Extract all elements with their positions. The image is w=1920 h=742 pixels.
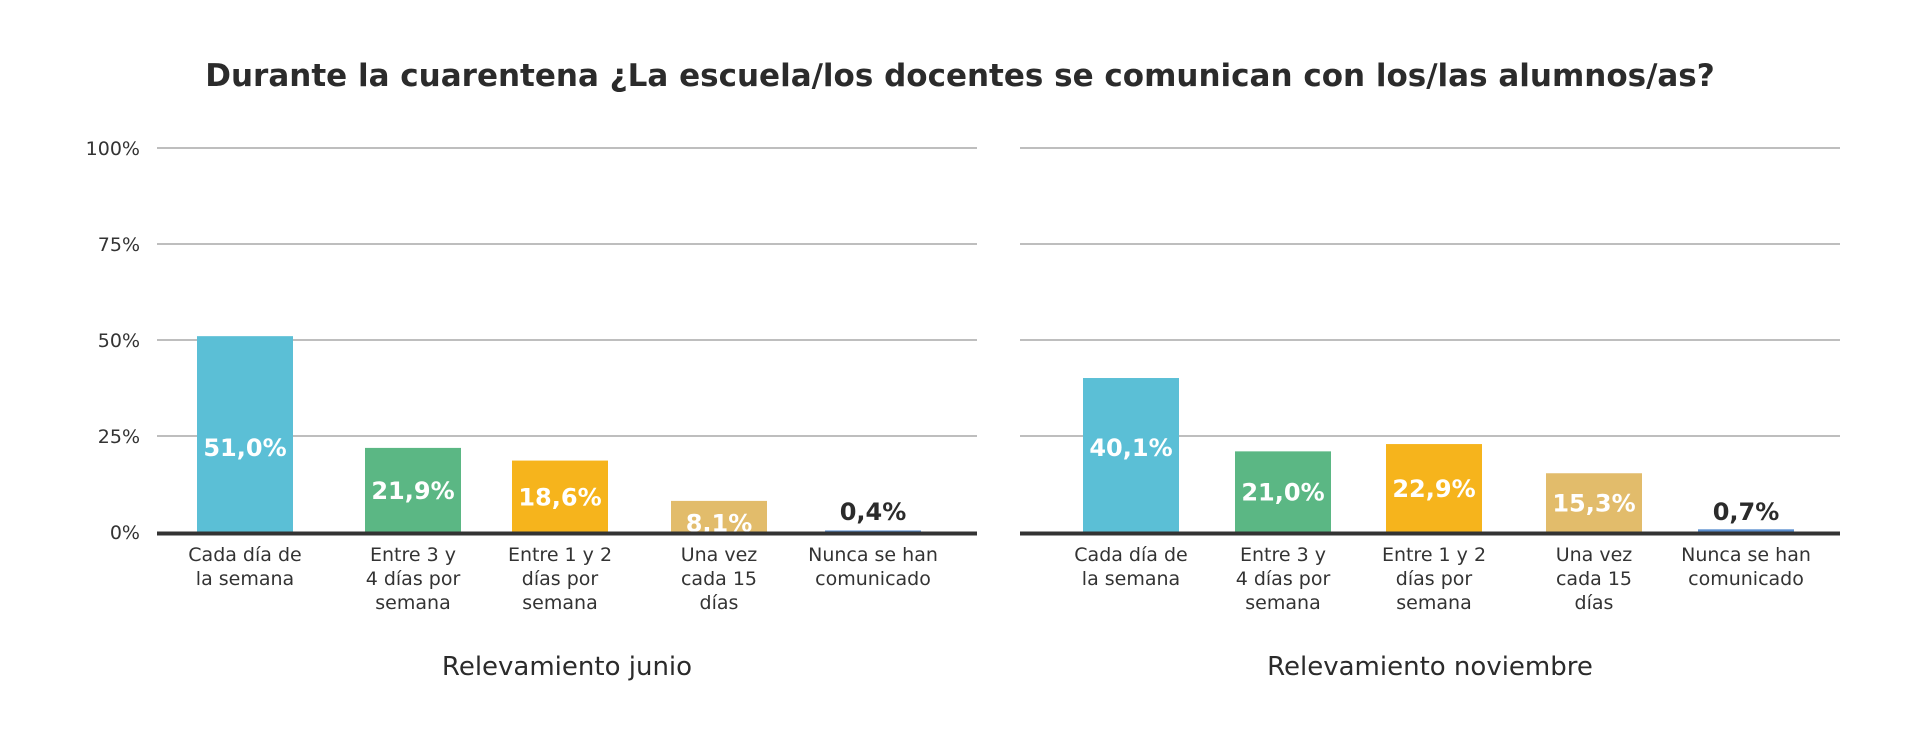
bar <box>365 447 461 532</box>
data-label: 51,0% <box>203 434 286 462</box>
data-label: 0,7% <box>1713 498 1780 526</box>
x-axis-title: Relevamiento junio <box>442 652 692 682</box>
bar <box>1546 473 1642 532</box>
x-tick-label-line: Nunca se han <box>1681 544 1811 566</box>
x-tick-label-line: comunicado <box>1688 568 1804 590</box>
x-tick-label-line: Cada día de <box>188 544 301 566</box>
x-tick-label-line: días <box>1575 592 1614 614</box>
x-tick-label-line: semana <box>1396 592 1471 614</box>
y-tick-label: 50% <box>98 330 140 352</box>
x-tick-label-line: 4 días por <box>1236 568 1331 590</box>
data-label: 18,6% <box>518 483 601 511</box>
chart-panel-1: 100% 75% 50% 25% 0% 51,0% Cada día de la semana… <box>86 138 977 682</box>
data-label: 21,9% <box>371 477 454 505</box>
data-label: 40,1% <box>1089 434 1172 462</box>
x-tick-label-line: Entre 1 y 2 <box>508 544 612 566</box>
x-tick-label: Una vez cada 15 días <box>1556 544 1633 614</box>
x-tick-label: Nunca se han comunicado <box>1681 544 1811 590</box>
x-tick-label-line: cada 15 <box>1556 568 1632 590</box>
bar <box>671 500 767 532</box>
x-tick-label-line: Entre 3 y <box>370 544 456 566</box>
x-tick-label: Cada día de la semana <box>188 544 301 590</box>
x-tick-label-line: Una vez <box>1556 544 1633 566</box>
y-tick-label: 100% <box>86 138 140 160</box>
x-tick-label-line: Nunca se han <box>808 544 938 566</box>
x-tick-label-line: Una vez <box>681 544 758 566</box>
x-tick-label-line: la semana <box>1082 568 1180 590</box>
x-tick-label-line: semana <box>522 592 597 614</box>
x-tick-label-line: días <box>700 592 739 614</box>
bar <box>1386 444 1482 532</box>
x-tick-label: Nunca se han comunicado <box>808 544 938 590</box>
x-tick-label-line: la semana <box>196 568 294 590</box>
x-tick-label-line: semana <box>1245 592 1320 614</box>
x-tick-label: Una vez cada 15 días <box>681 544 758 614</box>
x-tick-label-line: días por <box>1396 568 1473 590</box>
x-tick-label: Entre 1 y 2 días por semana <box>508 544 612 614</box>
data-label: 15,3% <box>1552 490 1635 518</box>
x-tick-label-line: días por <box>522 568 599 590</box>
x-tick-label-line: semana <box>375 592 450 614</box>
bar <box>1698 529 1794 532</box>
chart-title: Durante la cuarentena ¿La escuela/los do… <box>205 58 1715 94</box>
y-tick-label: 0% <box>110 522 140 544</box>
x-tick-label-line: Cada día de <box>1074 544 1187 566</box>
y-tick-label: 75% <box>98 234 140 256</box>
bar <box>825 530 921 532</box>
data-label: 22,9% <box>1392 475 1475 503</box>
y-tick-label: 25% <box>98 426 140 448</box>
bar <box>1083 378 1179 532</box>
x-tick-label-line: cada 15 <box>681 568 757 590</box>
x-tick-label-line: 4 días por <box>366 568 461 590</box>
x-tick-label: Entre 1 y 2 días por semana <box>1382 544 1486 614</box>
x-axis-title: Relevamiento noviembre <box>1267 652 1593 682</box>
x-tick-label: Cada día de la semana <box>1074 544 1187 590</box>
data-label: 0,4% <box>840 498 907 526</box>
bar <box>1235 451 1331 532</box>
x-tick-label-line: Entre 1 y 2 <box>1382 544 1486 566</box>
bar <box>197 336 293 532</box>
data-label: 21,0% <box>1241 479 1324 507</box>
bar <box>512 460 608 532</box>
x-tick-label-line: Entre 3 y <box>1240 544 1326 566</box>
x-tick-label-line: comunicado <box>815 568 931 590</box>
